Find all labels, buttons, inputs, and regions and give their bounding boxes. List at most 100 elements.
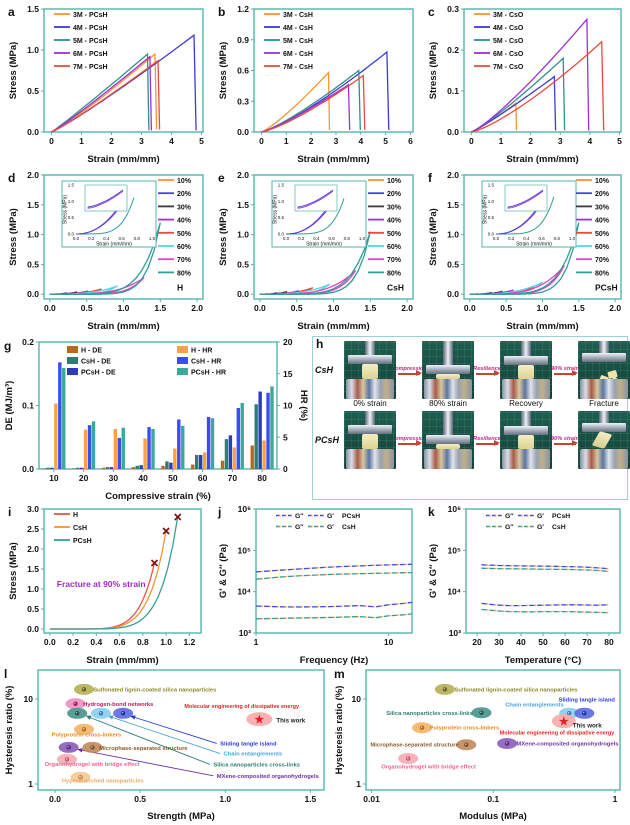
y-tick-label: 1.0 [27,584,39,594]
chart-g: 0.0 0.1 0.2 0 5 10 15 20 10 20 30 40 50 60 70 80 Compres… [4,337,309,502]
x-tick-label: 2 [309,136,314,146]
data-blob [246,712,273,727]
legend-swatch [177,357,188,364]
press-rod [521,411,531,426]
y-tick-label: 0.5 [27,604,39,614]
hydrogel-sample [518,365,534,379]
arrow-column: Resilience [473,436,501,447]
bar-PCsH - HR [121,427,125,469]
chart-l: 0.0 0.5 1.0 1.5 1 10 Strength (MPa) Hysteresis … [4,667,325,822]
photo-row-PCsH: PCsH Compression Resilience 90% strain [315,411,630,469]
legend-swatch [67,346,78,353]
y-axis-title: Stress (MPa) [8,542,19,600]
series-6M - CsH [261,83,351,133]
bar-CsH - DE [224,439,229,469]
machine-base [502,449,550,469]
inset-x-tick: 0.4 [103,236,110,241]
x-tick-label: 40 [138,473,148,483]
x-tick-label: 3 [334,136,339,146]
chart-m: 0.01 0.1 1 1 10 Modulus (MPa) Hysteresis ratio… [334,667,621,822]
series-G″ PCsH [255,601,413,608]
panel-g-de-hr-bars: 0.0 0.1 0.2 0 5 10 15 20 10 20 30 40 50 60 70 80 Compres… [2,336,309,507]
fracture-x-mark [150,559,159,567]
press-rod [365,411,375,425]
inset-x-tick: 0.0 [493,236,500,241]
bar-PCsH - HR [62,368,66,469]
legend-label: 70% [595,257,610,264]
y-tick-label: 0.0 [27,289,39,299]
y-tick-label: 0.0 [447,127,459,137]
y-tick-label: 1.5 [237,200,249,210]
series-4M - CsH [261,50,390,133]
y-tick-label: 2.0 [27,170,39,180]
panel-i-fracture-curves: 0.0 0.2 0.4 0.6 0.8 1.0 1.2 0.0 0.5 1.0 1.5 2.0 2.5 3… [6,502,210,671]
panel-c-stress-strain-cso: 0 1 2 3 4 5 0.0 0.1 0.2 0.3 Strain (mm/mm) Stress (… [426,2,628,170]
legend-label: PCsH - DE [81,370,116,377]
legend-label: 50% [595,231,610,238]
right-axis-title: HR (%) [298,390,308,421]
legend-label: CsH - DE [81,359,111,366]
y-tick-label: 10⁴ [447,587,461,597]
data-dot [98,711,104,716]
point-label: Sulfonated lignin-coated silica nanopart… [454,687,577,693]
data-dot [442,687,448,692]
x-axis-title: Temperature (°C) [505,655,581,666]
bar-CsH - HR [58,362,62,469]
inner-inset-box [504,184,548,212]
fracture-x-mark [174,513,182,521]
inset-x-title: Strain (mm/mm) [516,242,552,248]
x-axis-title: Strain (mm/mm) [86,655,158,666]
machine-base [346,379,394,399]
photo-row-CsH: CsH Compression Resilience 90% strain [315,341,630,399]
point-label: This work [573,722,602,729]
point-label: Molecular engineering of dissipative ene… [500,730,616,736]
inset-x-tick: 1.0 [149,236,156,241]
x-tick-label: 2 [109,136,114,146]
chart-j: 1 10 10³ 10⁴ 10⁵ 10⁶ Frequency (Hz) G′ & G″ (Pa… [217,504,413,666]
legend-swatch [67,368,78,375]
x-tick-label: 50 [168,473,178,483]
arrow-label: 90% strain [551,435,579,442]
legend-label: 80% [387,270,402,277]
x-tick-label: 2.0 [609,303,621,313]
arrow-shaft [398,440,422,447]
point-label: Polyprotein cross-linkers [52,732,122,738]
inset-y-tick: 0.5 [278,215,285,220]
inset-x-tick: 1.0 [359,236,366,241]
bar-CsH - DE [76,467,80,469]
inset-x-title: Strain (mm/mm) [96,242,132,248]
x-tick-label: 4 [588,136,593,146]
photo-PCsH-stage1 [422,411,474,469]
x-tick-label: 1.5 [364,303,376,313]
series-G′ PCsH [481,564,610,570]
data-dot [73,701,78,707]
x-tick-label: 5 [383,136,388,146]
legend-label: 4M - PCsH [73,25,108,32]
arrow-column: Resilience [473,366,501,377]
series-7M - CsH [261,74,366,133]
data-dot [419,725,425,730]
sample-tag: CsH [387,283,404,293]
legend-label: H - HR [191,348,212,355]
bar-CsH - HR [147,427,151,469]
legend-label: CsH [73,525,87,532]
series-accent [481,602,610,607]
bar-PCsH - DE [258,391,262,469]
x-tick-label: 5 [617,136,622,146]
inset-y-tick: 0.5 [488,215,495,220]
y-tick-label: 1.5 [27,564,39,574]
bar-H - DE [101,467,106,469]
inner-inset-series [87,189,124,208]
bar-H - DE [220,460,225,469]
plot-border [463,8,622,133]
x-tick-label: 60 [198,473,208,483]
dot-highlight [82,728,85,730]
point-label: Sliding tangle island [559,697,616,703]
plot-border [255,508,413,634]
panel-f-loops-pcsh: 0.0 0.5 1.0 1.5 2.0 0.0 0.5 1.0 1.5 2.0 Strain (mm… [426,168,628,337]
y-tick-label: 1.2 [237,4,249,14]
arrow-label: Compression [391,435,427,442]
press-rod [521,341,531,356]
x-axis-title: Strain (mm/mm) [297,321,369,332]
bar-PCsH - HR [91,421,96,469]
